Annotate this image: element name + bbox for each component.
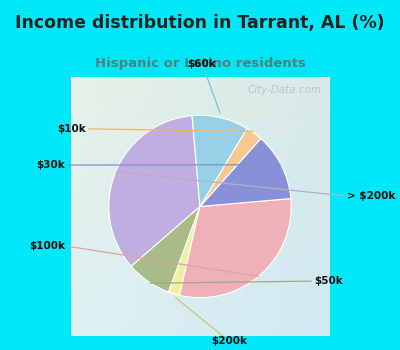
Text: > $200k: > $200k xyxy=(347,191,396,201)
Wedge shape xyxy=(168,206,200,295)
Wedge shape xyxy=(131,206,200,292)
Text: $30k: $30k xyxy=(36,160,65,170)
Text: $50k: $50k xyxy=(314,276,343,286)
Text: $10k: $10k xyxy=(57,124,86,134)
Text: $100k: $100k xyxy=(29,241,65,251)
Text: City-Data.com: City-Data.com xyxy=(248,85,322,95)
Text: $200k: $200k xyxy=(211,336,247,346)
Wedge shape xyxy=(180,198,291,298)
Wedge shape xyxy=(200,128,261,206)
Wedge shape xyxy=(109,116,200,266)
Text: Hispanic or Latino residents: Hispanic or Latino residents xyxy=(94,57,306,70)
Text: Income distribution in Tarrant, AL (%): Income distribution in Tarrant, AL (%) xyxy=(15,14,385,32)
Wedge shape xyxy=(200,139,291,206)
Text: $60k: $60k xyxy=(188,58,216,69)
Wedge shape xyxy=(192,116,247,206)
